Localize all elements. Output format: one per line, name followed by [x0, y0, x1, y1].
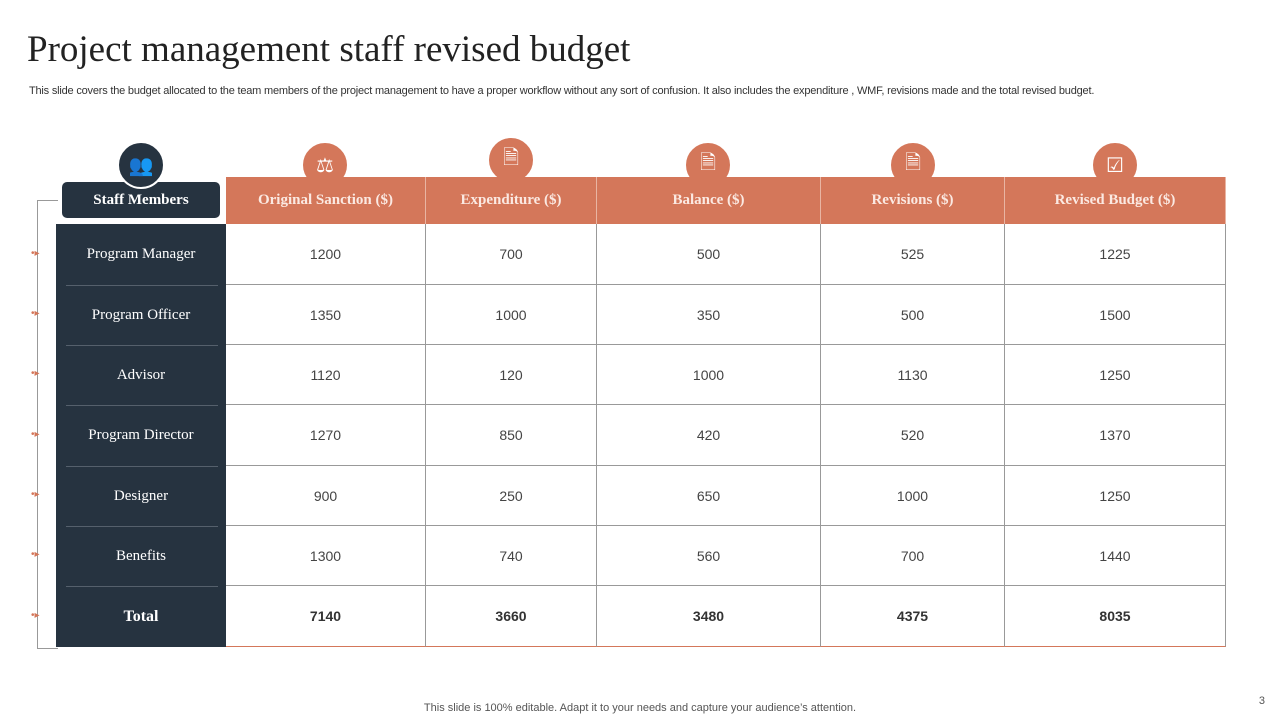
header-3: Balance ($)	[597, 177, 821, 224]
slide-subtitle: This slide covers the budget allocated t…	[29, 85, 1095, 97]
table-cell: 1300	[226, 526, 426, 586]
table-cell: 1120	[226, 345, 426, 405]
row-arrow-icon: •▸	[31, 368, 40, 379]
table-cell: 1250	[1005, 466, 1226, 526]
header-4: Revisions ($)	[821, 177, 1005, 224]
row-label: Program Manager	[86, 246, 196, 262]
table-cell: 120	[426, 345, 597, 405]
table-cell: 250	[426, 466, 597, 526]
row-arrow-icon: •▸	[31, 489, 40, 500]
row-label: Program Officer	[91, 306, 191, 323]
row-divider	[66, 586, 218, 587]
footer-note: This slide is 100% editable. Adapt it to…	[423, 702, 857, 714]
table-cell: 1000	[597, 345, 821, 405]
table-cell: 650	[597, 466, 821, 526]
page-number: 3	[1258, 695, 1265, 707]
row-divider	[66, 526, 218, 527]
table-cell: 1225	[1005, 224, 1226, 285]
table-cell: 1440	[1005, 526, 1226, 586]
table-cell: 900	[226, 466, 426, 526]
table-cell: 520	[821, 405, 1005, 466]
row-arrow-icon: •▸	[31, 609, 40, 621]
table-cell: 1000	[426, 285, 597, 345]
row-bracket	[37, 200, 58, 649]
table-cell: 1350	[226, 285, 426, 345]
row-divider	[66, 345, 218, 346]
row-arrow-icon: •▸	[31, 549, 40, 560]
header-1: Original Sanction ($)	[226, 177, 426, 224]
row-divider	[66, 466, 218, 467]
table-cell: 1250	[1005, 345, 1226, 405]
table-cell: 525	[821, 224, 1005, 285]
table-cell: 350	[597, 285, 821, 345]
table-cell: 1500	[1005, 285, 1226, 345]
table-cell: 700	[821, 526, 1005, 586]
slide-title: Project management staff revised budget	[27, 29, 631, 70]
table-cell: 1000	[821, 466, 1005, 526]
row-label: Advisor	[116, 366, 166, 383]
row-arrow-icon: •▸	[31, 247, 40, 259]
header-5: Revised Budget ($)	[1005, 177, 1226, 224]
header-2: Expenditure ($)	[426, 177, 597, 224]
table-cell: 850	[426, 405, 597, 466]
table-cell: 500	[597, 224, 821, 285]
table-cell: 3660	[426, 586, 597, 647]
table-cell: 560	[597, 526, 821, 586]
row-divider	[66, 285, 218, 286]
row-label: Benefits	[116, 547, 166, 564]
table-cell: 3480	[597, 586, 821, 647]
team-cycle-icon: 👥	[117, 141, 165, 189]
table-cell: 8035	[1005, 586, 1226, 647]
row-divider	[66, 405, 218, 406]
table-cell: 700	[426, 224, 597, 285]
table-cell: 1370	[1005, 405, 1226, 466]
table-cell: 500	[821, 285, 1005, 345]
table-cell: 420	[597, 405, 821, 466]
row-label: Designer	[113, 487, 169, 504]
row-label: Total	[123, 607, 159, 625]
table-cell: 1130	[821, 345, 1005, 405]
row-arrow-icon: •▸	[31, 308, 40, 319]
row-label: Program Director	[88, 427, 194, 443]
row-arrow-icon: •▸	[31, 428, 40, 440]
table-cell: 740	[426, 526, 597, 586]
table-cell: 1270	[226, 405, 426, 466]
table-cell: 1200	[226, 224, 426, 285]
table-cell: 7140	[226, 586, 426, 647]
table-cell: 4375	[821, 586, 1005, 647]
staff-column-background	[56, 224, 226, 647]
